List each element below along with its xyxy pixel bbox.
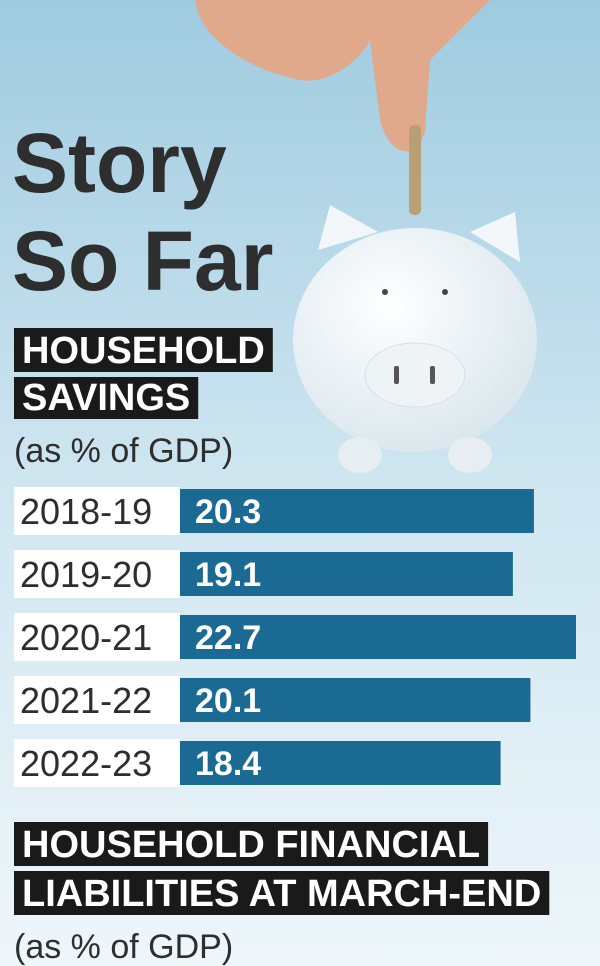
bar: [178, 489, 534, 533]
value-label: 20.1: [195, 682, 261, 720]
category-box: [14, 487, 180, 535]
category-label: 2022-23: [20, 743, 152, 784]
category-label: 2019-20: [20, 554, 152, 595]
category-label: 2020-21: [20, 617, 152, 658]
heading-block: [14, 822, 489, 866]
bar: [178, 678, 531, 722]
value-label: 20.3: [195, 493, 261, 531]
unit-label: (as % of GDP): [14, 928, 233, 966]
bar: [178, 741, 501, 785]
category-label: 2018-19: [20, 491, 152, 532]
section-heading: HOUSEHOLD: [22, 330, 265, 372]
heading-block: [14, 328, 273, 372]
value-label: 18.4: [195, 745, 261, 783]
category-box: [14, 739, 180, 787]
bar: [178, 615, 576, 659]
title-line: Story: [12, 116, 227, 210]
category-box: [14, 550, 180, 598]
section-heading: HOUSEHOLD FINANCIAL: [22, 824, 480, 866]
unit-label: (as % of GDP): [14, 432, 233, 470]
value-label: 22.7: [195, 619, 261, 657]
title-line: So Far: [12, 214, 273, 308]
heading-block: [14, 377, 199, 419]
value-label: 19.1: [195, 556, 261, 594]
piggy-bank-illustration: [195, 0, 537, 473]
category-box: [14, 613, 180, 661]
category-box: [14, 676, 180, 724]
heading-block: [14, 871, 550, 915]
section-heading: SAVINGS: [22, 377, 190, 419]
category-label: 2021-22: [20, 680, 152, 721]
bar: [178, 552, 513, 596]
section-heading: LIABILITIES AT MARCH-END: [22, 873, 541, 915]
